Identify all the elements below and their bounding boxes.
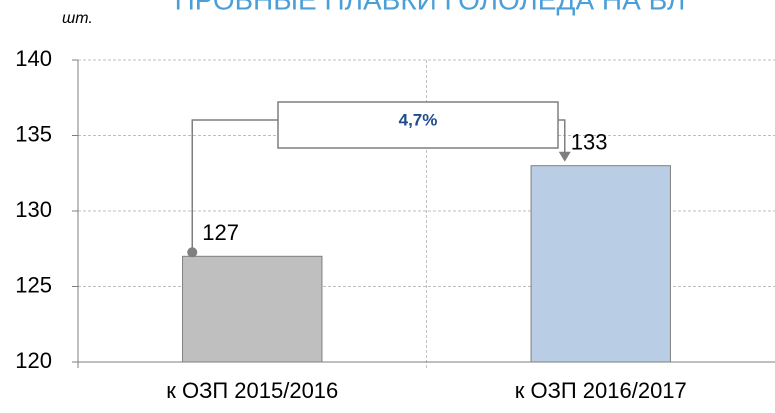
- y-tick-label: 125: [15, 272, 52, 297]
- y-axis-label: шт.: [62, 10, 93, 27]
- annotation-box: [277, 101, 559, 149]
- value-label: 133: [571, 130, 608, 155]
- connector-dot: [187, 247, 198, 258]
- connector-arrow: [558, 151, 571, 162]
- value-label: 127: [202, 220, 239, 245]
- bar: [530, 165, 671, 363]
- y-tick-label: 140: [15, 46, 52, 71]
- x-tick-label: к ОЗП 2016/2017: [515, 378, 687, 403]
- connector: [191, 119, 278, 253]
- chart-title: ПРОБНЫЕ ПЛАВКИ ГОЛОЛЕДА НА ВЛ: [175, 0, 686, 15]
- bar: [182, 255, 323, 363]
- y-tick-label: 135: [15, 121, 52, 146]
- x-tick-label: к ОЗП 2015/2016: [166, 378, 338, 403]
- y-tick-label: 130: [15, 197, 52, 222]
- annotation: 4,7%: [399, 110, 438, 129]
- y-tick-label: 120: [15, 348, 52, 373]
- connector: [558, 119, 566, 154]
